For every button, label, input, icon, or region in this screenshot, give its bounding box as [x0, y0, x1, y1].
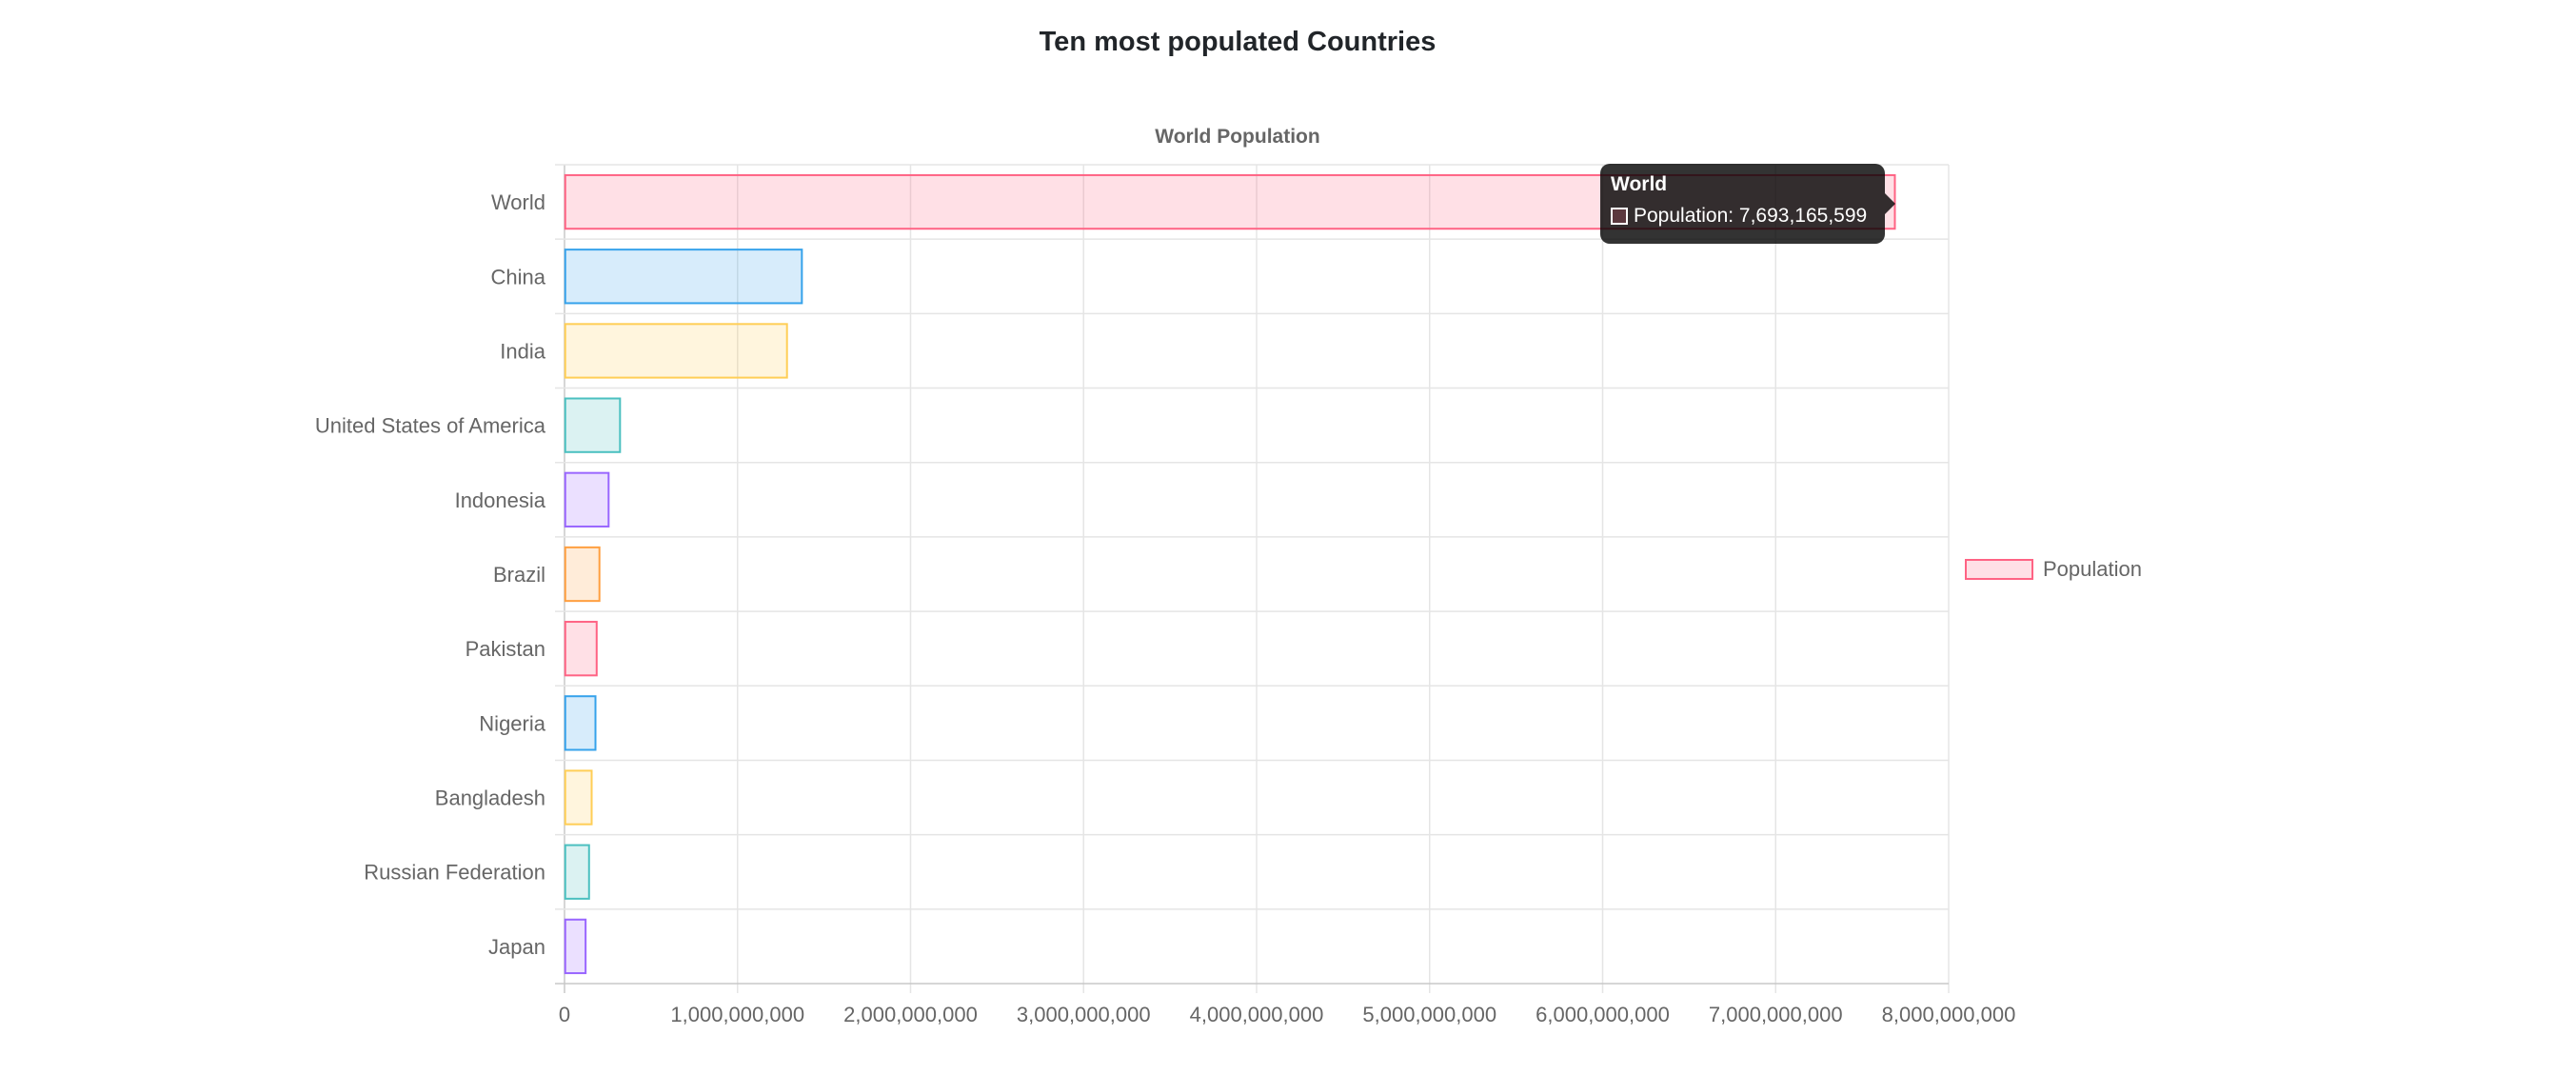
y-tick-label: Pakistan — [466, 637, 545, 661]
x-tick-label: 8,000,000,000 — [1882, 1003, 2016, 1026]
legend-swatch — [1965, 559, 2033, 580]
y-tick-label: Bangladesh — [435, 786, 545, 810]
legend-label: Population — [2043, 557, 2142, 581]
x-tick-label: 4,000,000,000 — [1190, 1003, 1324, 1026]
x-tick-label: 0 — [559, 1003, 570, 1026]
page-title: Ten most populated Countries — [1039, 27, 1437, 57]
y-tick-label: Indonesia — [455, 488, 546, 512]
tooltip-color-swatch — [1611, 208, 1628, 225]
bar-nigeria — [564, 695, 597, 751]
tooltip-title: World — [1611, 173, 1668, 195]
x-tick-label: 3,000,000,000 — [1017, 1003, 1151, 1026]
y-axis-labels: World China India United States of America I… — [315, 190, 546, 959]
bar-india — [564, 323, 788, 379]
x-tick-label: 7,000,000,000 — [1709, 1003, 1843, 1026]
chart-bars — [564, 173, 1896, 975]
bar-japan — [564, 918, 587, 975]
y-tick-label: Japan — [488, 935, 545, 959]
bar-pakistan — [564, 621, 598, 677]
x-tick-label: 1,000,000,000 — [670, 1003, 804, 1026]
tooltip-label: Population: 7,693,165,599 — [1634, 205, 1868, 227]
chart-title: World Population — [1155, 126, 1319, 148]
y-tick-label: Russian Federation — [364, 861, 545, 885]
bar-united-states-of-america — [564, 397, 622, 453]
bar-indonesia — [564, 471, 610, 528]
bar-brazil — [564, 546, 601, 603]
chart-tooltip: World Population: 7,693,165,599 — [1600, 164, 1895, 244]
y-tick-label: China — [491, 265, 546, 289]
y-tick-label: India — [500, 339, 545, 363]
tooltip-row: Population: 7,693,165,599 — [1611, 205, 1874, 228]
x-tick-label: 6,000,000,000 — [1536, 1003, 1670, 1026]
bar-bangladesh — [564, 769, 593, 826]
y-tick-label: United States of America — [315, 414, 546, 438]
y-tick-label: Brazil — [493, 563, 545, 587]
y-tick-label: Nigeria — [479, 711, 545, 735]
x-tick-label: 5,000,000,000 — [1362, 1003, 1496, 1026]
bar-russian-federation — [564, 844, 590, 900]
chart-legend[interactable]: Population — [1965, 557, 2142, 582]
bar-china — [564, 249, 803, 305]
x-tick-label: 2,000,000,000 — [843, 1003, 978, 1026]
x-axis-labels: 0 1,000,000,000 2,000,000,000 3,000,000,000… — [559, 1003, 2015, 1026]
y-tick-label: World — [491, 190, 545, 214]
